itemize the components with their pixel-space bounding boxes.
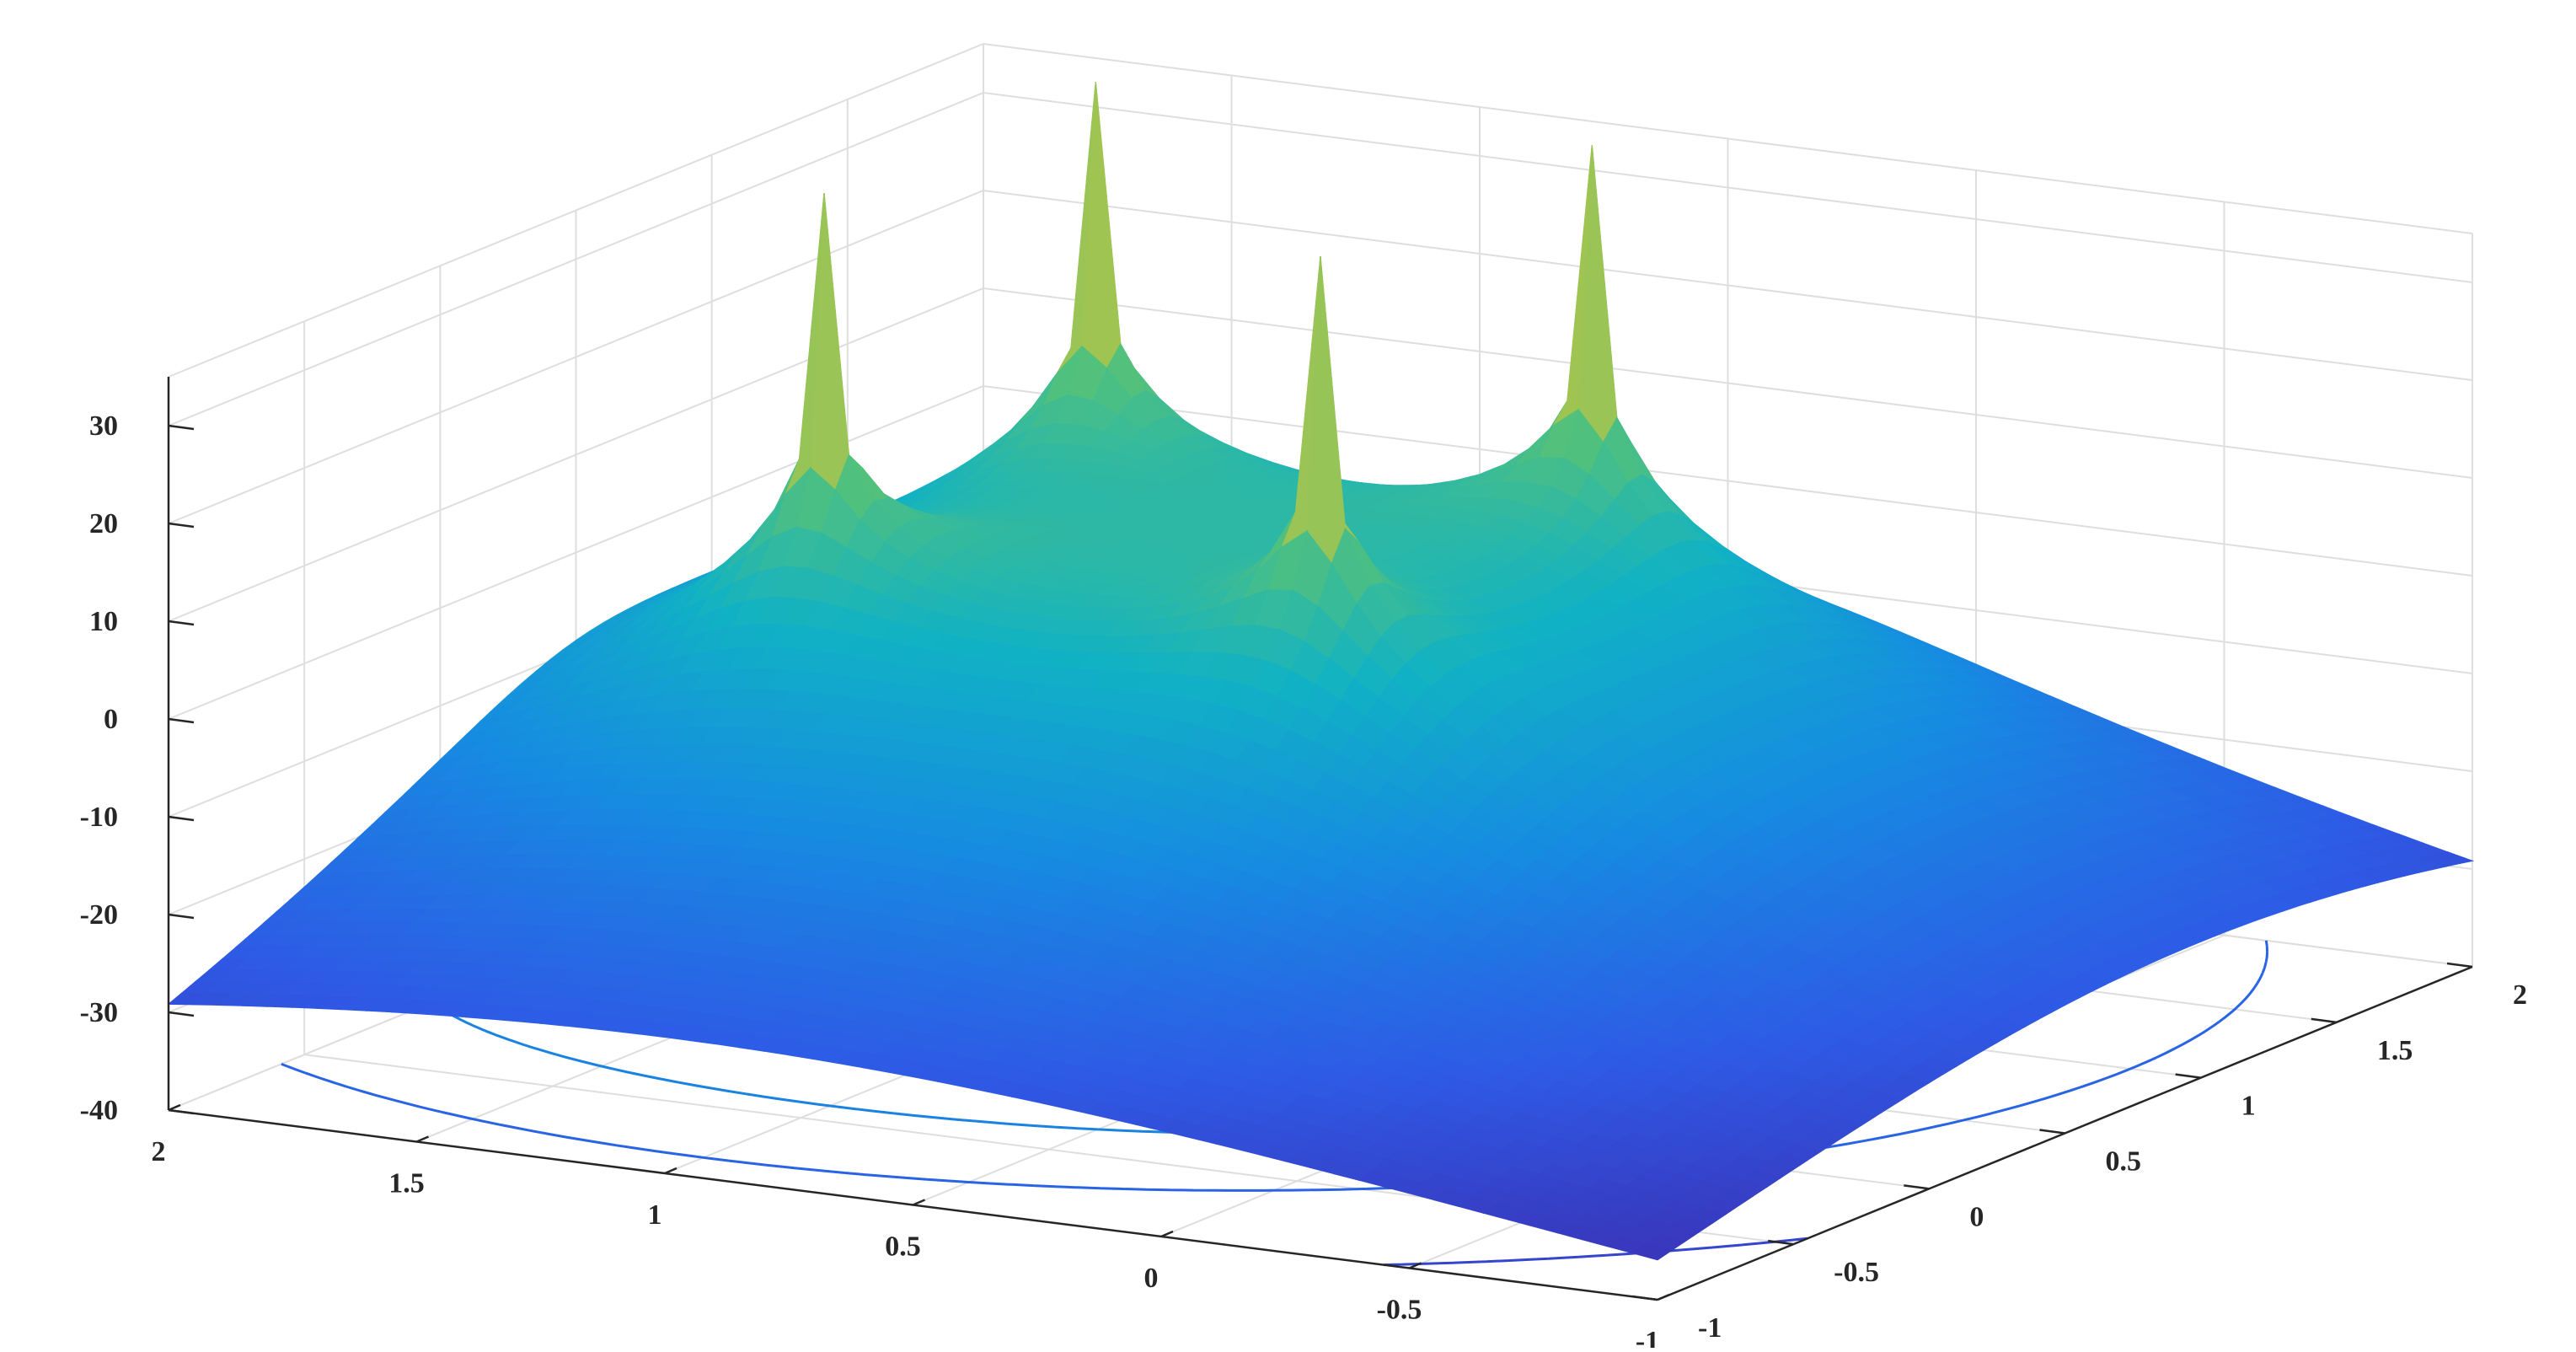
z-tick-label: -20 xyxy=(80,899,118,931)
z-tick-label: -10 xyxy=(80,802,118,833)
y-tick xyxy=(1904,1184,1930,1190)
x-tick-label: -0.5 xyxy=(1377,1295,1422,1326)
wall-gridline xyxy=(168,287,2473,622)
axis-layer xyxy=(167,377,2473,1301)
z-tick xyxy=(168,815,195,822)
wall-gridline xyxy=(168,189,2473,524)
y-tick xyxy=(2039,1129,2065,1135)
x-tick xyxy=(664,1167,677,1175)
y-tick-label: 1.5 xyxy=(2377,1035,2413,1066)
z-tick-label: -40 xyxy=(80,1095,118,1126)
z-tick-label: 30 xyxy=(89,410,118,442)
y-tick xyxy=(2446,962,2473,968)
x-tick-label: -1 xyxy=(1636,1326,1659,1348)
surface-patch xyxy=(1631,1243,1673,1261)
surface-patch xyxy=(1577,145,1618,443)
z-tick-label: 0 xyxy=(104,704,118,735)
surface-layer xyxy=(167,82,2475,1261)
z-tick-label: -30 xyxy=(80,997,118,1028)
x-tick xyxy=(913,1199,925,1206)
z-tick-label: 20 xyxy=(89,508,118,539)
y-tick xyxy=(1631,1295,1658,1301)
x-tick-label: 0.5 xyxy=(885,1231,921,1263)
surface-patch xyxy=(1306,255,1347,565)
y-tick-label: 1 xyxy=(2241,1091,2256,1122)
x-tick-label: 1.5 xyxy=(388,1168,425,1199)
z-tick xyxy=(168,717,195,724)
x-tick xyxy=(1160,1230,1174,1238)
y-tick xyxy=(1768,1239,1794,1246)
wall-gridline xyxy=(168,42,2473,378)
z-tick xyxy=(168,913,195,920)
y-tick-label: 0 xyxy=(1969,1201,1984,1232)
y-tick xyxy=(2311,1017,2337,1024)
y-tick xyxy=(2175,1073,2201,1079)
x-tick xyxy=(168,1103,181,1112)
x-tick-label: 0 xyxy=(1144,1263,1159,1294)
x-tick-label: 1 xyxy=(648,1199,662,1231)
x-tick xyxy=(416,1135,429,1143)
z-tick xyxy=(168,620,195,626)
z-tick xyxy=(168,522,195,528)
x-tick xyxy=(1409,1262,1422,1269)
x-tick-label: 2 xyxy=(152,1136,166,1167)
wall-gridline xyxy=(168,384,2473,720)
wall-gridline xyxy=(168,91,2473,427)
y-tick-label: -1 xyxy=(1698,1312,1722,1344)
y-tick-label: 0.5 xyxy=(2106,1146,2142,1178)
z-tick xyxy=(168,1108,195,1115)
z-tick-label: 10 xyxy=(89,606,118,637)
y-tick-label: 2 xyxy=(2513,979,2527,1011)
z-tick xyxy=(168,424,195,431)
y-tick-label: -0.5 xyxy=(1834,1257,1879,1288)
surface-patch xyxy=(810,192,850,491)
surface-patch xyxy=(1081,82,1122,369)
x-tick xyxy=(1657,1293,1670,1301)
z-tick xyxy=(168,1011,195,1017)
